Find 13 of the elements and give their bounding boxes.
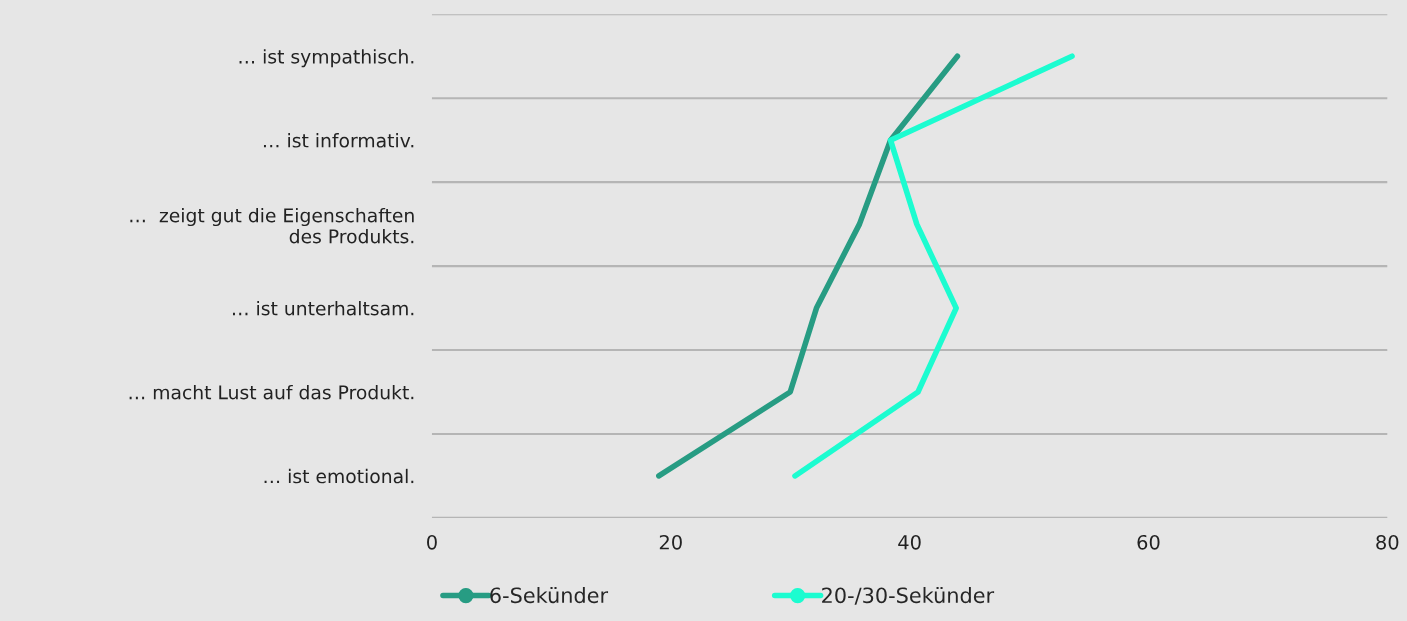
legend-label: 20-/30-Sekünder bbox=[822, 587, 995, 605]
x-tick-label: 60 bbox=[1137, 534, 1160, 550]
x-tick-label: 0 bbox=[427, 534, 437, 550]
x-tick-label: 20 bbox=[659, 534, 682, 550]
y-tick-label: … ist unterhaltsam. bbox=[233, 300, 414, 316]
x-tick-label: 80 bbox=[1376, 534, 1399, 550]
y-tick-label: … ist sympathisch. bbox=[239, 49, 414, 68]
y-tick-label: … zeigt gut die Eigenschaften des Produkts. bbox=[130, 207, 414, 244]
x-tick-label: 40 bbox=[898, 534, 921, 550]
legend-label: 6-Sekünder bbox=[490, 587, 609, 604]
y-tick-label: … macht Lust auf das Produkt. bbox=[129, 384, 414, 400]
y-tick-label: … ist emotional. bbox=[264, 468, 414, 484]
y-tick-label: … ist informativ. bbox=[263, 133, 414, 148]
